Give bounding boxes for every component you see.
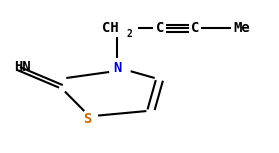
Text: S: S [83, 112, 91, 126]
Text: HN: HN [14, 60, 30, 75]
Text: CH: CH [102, 21, 119, 35]
Text: C: C [156, 21, 164, 35]
Text: N: N [113, 61, 122, 75]
Text: 2: 2 [126, 29, 132, 39]
Text: Me: Me [234, 21, 250, 35]
Text: C: C [191, 21, 199, 35]
